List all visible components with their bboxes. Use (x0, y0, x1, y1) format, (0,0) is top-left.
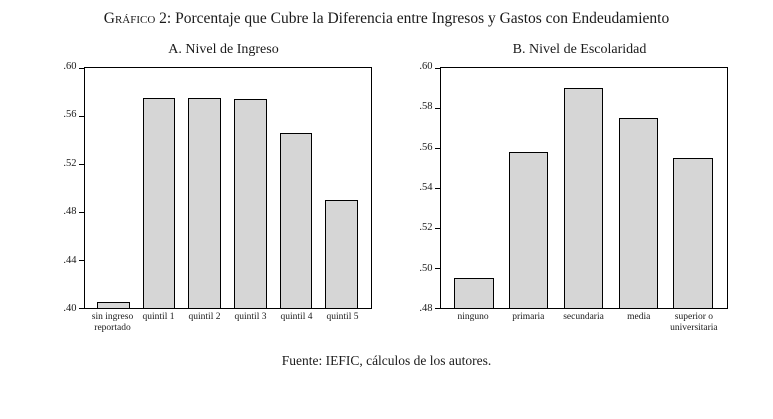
y-tick-mark (434, 187, 441, 189)
panel-a-title: A. Nivel de Ingreso (168, 42, 279, 57)
bar-slot (611, 68, 666, 308)
y-tick-mark (434, 267, 441, 269)
x-category-label: quintil 2 (188, 312, 221, 322)
figure-title-text: Porcentaje que Cubre la Diferencia entre… (171, 10, 670, 27)
bar-slot (556, 68, 611, 308)
y-tick-mark (434, 147, 441, 149)
bar-media (618, 118, 659, 308)
y-tick-label: .48 (63, 206, 77, 218)
x-category-label: primaria (512, 312, 545, 322)
y-tick-mark (434, 67, 441, 69)
bar-superior-o-universitaria (673, 158, 713, 308)
bar-slot (447, 68, 502, 308)
y-tick-label: .52 (419, 222, 433, 234)
y-tick-label: .60 (63, 61, 77, 72)
y-tick-mark (78, 163, 85, 165)
bar-ninguno (454, 278, 494, 308)
y-tick-mark (78, 259, 85, 261)
figure-title-prefix: Gráfico 2: (103, 10, 172, 27)
bar-slot (501, 68, 556, 308)
y-tick-mark (78, 115, 85, 117)
bar-slot (228, 68, 274, 308)
figure-title: Gráfico 2: Porcentaje que Cubre la Difer… (0, 10, 773, 28)
panel-b-y-axis: .48 .50 .52 .54 .56 .58 .60 (402, 61, 440, 314)
panel-a-x-labels: sin ingreso reportado quintil 1 quintil 2 q… (84, 309, 372, 335)
figure-source: Fuente: IEFIC, cálculos de los autores. (281, 352, 492, 368)
panel-b-title: B. Nivel de Escolaridad (512, 42, 647, 57)
y-tick-label: .44 (63, 254, 77, 266)
x-category-label: quintil 5 (326, 312, 359, 322)
y-tick-label: .58 (419, 101, 433, 113)
bar-slot (666, 68, 721, 308)
bar-slot (182, 68, 228, 308)
bar-slot (136, 68, 182, 308)
panel-b-x-labels: ninguno primaria secundaria media superior o… (440, 309, 728, 335)
y-tick-label: .52 (63, 157, 77, 169)
x-category-label: superior o universitaria (670, 312, 718, 334)
y-tick-mark (434, 307, 441, 309)
bar-quintil-2 (188, 98, 222, 308)
y-tick-mark (78, 307, 85, 309)
y-tick-label: .40 (63, 303, 77, 314)
y-tick-mark (434, 227, 441, 229)
x-category-label: media (627, 312, 651, 322)
panel-a-plot-area: .40 .44 .48 .52 .56 .60 (46, 61, 372, 314)
y-tick-mark (434, 107, 441, 109)
bar-secundaria (563, 88, 604, 308)
bar-slot (319, 68, 365, 308)
bar-quintil-4 (279, 132, 313, 308)
bar-quintil-1 (142, 98, 176, 308)
x-category-label: ninguno (457, 312, 489, 322)
x-category-label: quintil 1 (142, 312, 175, 322)
panel-a-plot-box (78, 67, 372, 309)
panel-b: B. Nivel de Escolaridad .48 .50 .52 .54 .56.… (402, 42, 728, 335)
bar-sin-ingreso-reportado (96, 302, 130, 308)
bar-quintil-5 (325, 200, 359, 308)
y-tick-mark (78, 67, 85, 69)
x-category-label: quintil 3 (234, 312, 267, 322)
panel-b-plot-box (434, 67, 728, 309)
y-tick-label: .56 (419, 141, 433, 153)
bar-primaria (508, 152, 549, 308)
panels-row: A. Nivel de Ingreso .40 .44 .48 .52 .56 .60 s… (0, 42, 773, 335)
bar-quintil-3 (233, 99, 267, 308)
y-tick-label: .56 (63, 109, 77, 121)
y-tick-label: .60 (419, 61, 433, 72)
y-tick-label: .54 (419, 182, 433, 193)
bar-slot (273, 68, 319, 308)
y-tick-mark (78, 211, 85, 213)
x-category-label: sin ingreso reportado (91, 312, 134, 334)
panel-a-y-axis: .40 .44 .48 .52 .56 .60 (46, 61, 84, 314)
panel-a: A. Nivel de Ingreso .40 .44 .48 .52 .56 .60 s… (46, 42, 372, 335)
bar-slot (91, 68, 137, 308)
x-category-label: quintil 4 (280, 312, 313, 322)
y-tick-label: .50 (419, 262, 433, 274)
x-category-label: secundaria (563, 312, 604, 322)
y-tick-label: .48 (419, 303, 433, 314)
panel-b-plot-area: .48 .50 .52 .54 .56 .58 .60 (402, 61, 728, 314)
